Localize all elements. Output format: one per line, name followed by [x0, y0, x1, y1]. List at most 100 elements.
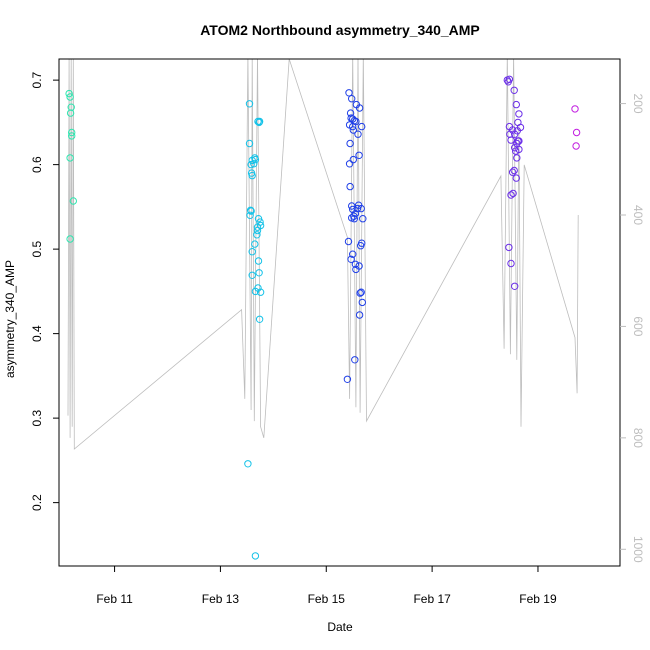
data-point: [255, 315, 264, 323]
data-point: [506, 130, 514, 138]
data-point: [508, 168, 517, 176]
plot-border: [58, 58, 621, 567]
data-point: [349, 155, 357, 164]
data-point: [357, 242, 365, 250]
data-point: [572, 128, 581, 137]
data-point: [245, 139, 254, 148]
data-point: [251, 240, 259, 248]
data-point: [355, 311, 364, 319]
y-tick-label: 0.7: [30, 71, 44, 88]
data-point: [248, 171, 256, 180]
data-point: [356, 289, 364, 297]
data-point: [350, 215, 358, 223]
secondary-line-layer: [67, 59, 579, 450]
data-point: [246, 206, 255, 215]
data-point: [69, 197, 78, 205]
data-point: [254, 215, 263, 223]
x-tick-label: Feb 15: [308, 592, 346, 606]
y-axis-label: asymmetry_340_AMP: [3, 260, 17, 378]
data-point: [513, 127, 521, 135]
y-axis: 0.2 0.3 0.4 0.5 0.6 0.7: [30, 71, 59, 511]
data-point: [355, 151, 363, 160]
y2-tick-label: 200: [631, 94, 645, 114]
y-tick-label: 0.3: [30, 409, 44, 426]
data-point: [254, 257, 263, 265]
data-point: [253, 223, 262, 231]
x-axis-label: Date: [327, 620, 353, 634]
data-point: [358, 122, 366, 131]
data-point: [359, 215, 367, 223]
data-point: [343, 375, 352, 383]
data-point: [352, 117, 360, 126]
y2-tick-label: 1000: [631, 536, 645, 563]
data-point: [572, 142, 580, 150]
data-point: [245, 100, 254, 108]
y-tick-label: 0.4: [30, 325, 44, 342]
data-point: [345, 89, 353, 97]
data-point: [571, 105, 579, 113]
y2-tick-label: 800: [631, 428, 645, 448]
data-point: [253, 231, 261, 239]
data-point: [357, 288, 365, 296]
data-point: [515, 110, 523, 118]
data-point: [68, 132, 76, 140]
x-tick-label: Feb 17: [413, 592, 451, 606]
data-point: [250, 160, 258, 168]
data-point: [349, 250, 357, 258]
data-point: [346, 182, 354, 191]
data-point: [248, 248, 256, 256]
data-point: [355, 262, 363, 270]
data-point: [346, 139, 354, 148]
data-point: [351, 356, 359, 364]
data-point: [507, 259, 515, 268]
y-tick-label: 0.5: [30, 240, 44, 257]
y-tick-label: 0.6: [30, 156, 44, 173]
x-tick-label: Feb 11: [96, 592, 133, 606]
y2-tick-label: 600: [631, 316, 645, 336]
y2-tick-label: 400: [631, 205, 645, 225]
data-points-layer: [65, 75, 581, 560]
data-point: [504, 78, 512, 86]
data-point: [512, 100, 520, 109]
data-point: [65, 89, 73, 98]
data-point: [347, 255, 355, 263]
data-point: [246, 211, 254, 220]
data-point: [66, 235, 74, 243]
x-tick-label: Feb 13: [202, 592, 240, 606]
data-point: [248, 156, 256, 165]
data-point: [511, 144, 519, 152]
data-point: [349, 122, 357, 131]
data-point: [513, 154, 521, 162]
x-axis: Feb 11 Feb 13 Feb 15 Feb 17 Feb 19: [96, 566, 557, 606]
data-point: [510, 166, 518, 175]
data-point: [507, 191, 515, 199]
x-tick-label: Feb 19: [519, 592, 557, 606]
secondary-line: [67, 59, 579, 450]
data-point: [353, 204, 362, 213]
y-tick-label: 0.2: [30, 494, 44, 511]
secondary-y-axis: 200 400 600 800 1000: [620, 94, 645, 563]
data-point: [511, 282, 519, 290]
data-point: [351, 260, 360, 268]
data-point: [248, 271, 256, 279]
data-point: [354, 130, 362, 138]
data-point: [512, 147, 520, 155]
data-point: [505, 243, 513, 252]
data-point: [355, 104, 364, 112]
data-point: [509, 189, 517, 198]
data-point: [354, 201, 363, 209]
data-point: [510, 86, 518, 95]
data-point: [345, 160, 354, 168]
data-point: [507, 136, 515, 144]
data-point: [251, 155, 260, 164]
data-point: [349, 126, 357, 134]
data-point: [66, 154, 74, 162]
data-point: [251, 552, 260, 560]
data-point: [66, 93, 74, 101]
data-point: [344, 237, 353, 246]
data-point: [348, 95, 356, 103]
data-point: [253, 226, 262, 235]
data-point: [66, 109, 75, 117]
data-point: [358, 298, 366, 307]
